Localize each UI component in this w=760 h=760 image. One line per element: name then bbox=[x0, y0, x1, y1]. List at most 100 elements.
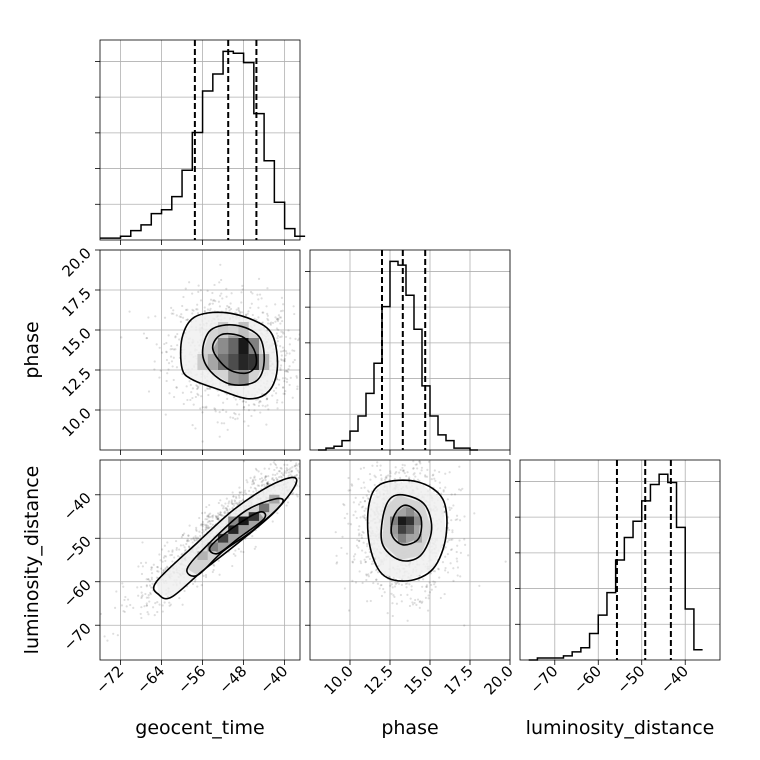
sample-point bbox=[366, 545, 369, 548]
sample-point bbox=[193, 538, 196, 541]
sample-point bbox=[120, 336, 123, 339]
sample-point bbox=[234, 398, 237, 401]
sample-point bbox=[185, 318, 188, 322]
sample-point bbox=[376, 582, 380, 585]
sample-point bbox=[230, 292, 233, 295]
sample-point bbox=[216, 421, 219, 424]
sample-point bbox=[154, 602, 157, 605]
sample-point bbox=[279, 475, 282, 478]
sample-point bbox=[441, 561, 445, 564]
sample-point bbox=[379, 469, 382, 472]
sample-point bbox=[274, 316, 277, 319]
sample-point bbox=[188, 380, 191, 383]
sample-point bbox=[206, 518, 209, 521]
sample-point bbox=[197, 290, 200, 293]
sample-point bbox=[225, 393, 229, 396]
sample-point bbox=[140, 585, 143, 589]
histogram-step bbox=[528, 473, 703, 661]
sample-point bbox=[241, 311, 244, 314]
sample-point bbox=[218, 435, 221, 438]
sample-point bbox=[458, 519, 462, 522]
sample-point bbox=[410, 585, 413, 588]
sample-point bbox=[264, 475, 267, 478]
sample-point bbox=[184, 287, 187, 290]
sample-point bbox=[204, 526, 208, 529]
sample-point bbox=[355, 544, 359, 547]
sample-point bbox=[232, 504, 236, 507]
sample-point bbox=[186, 318, 189, 321]
sample-point bbox=[204, 524, 208, 527]
sample-point bbox=[363, 514, 366, 517]
sample-point bbox=[271, 394, 274, 397]
sample-point bbox=[140, 596, 143, 600]
sample-point bbox=[420, 601, 423, 605]
sample-point bbox=[294, 464, 297, 467]
panel-frame bbox=[519, 459, 721, 661]
sample-point bbox=[147, 613, 150, 616]
sample-point bbox=[265, 475, 268, 478]
sample-point bbox=[358, 539, 361, 542]
sample-point bbox=[407, 477, 410, 480]
sample-point bbox=[352, 555, 356, 558]
sample-point bbox=[411, 603, 415, 606]
sample-point bbox=[242, 406, 245, 409]
sample-point bbox=[303, 464, 305, 466]
sample-point bbox=[185, 385, 188, 388]
sample-point bbox=[188, 281, 191, 284]
sample-point bbox=[361, 581, 364, 585]
sample-point bbox=[211, 570, 214, 574]
sample-point bbox=[277, 476, 281, 479]
sample-point bbox=[473, 512, 476, 515]
histogram-step bbox=[318, 260, 478, 451]
density-cell bbox=[248, 512, 259, 521]
sample-point bbox=[219, 511, 222, 514]
sample-point bbox=[139, 561, 143, 565]
sample-point bbox=[277, 314, 281, 317]
sample-point bbox=[225, 507, 228, 511]
sample-point bbox=[264, 405, 267, 408]
sample-point bbox=[365, 573, 368, 576]
sample-point bbox=[324, 453, 326, 455]
sample-point bbox=[281, 331, 285, 334]
y-tick-label: 20.0 bbox=[58, 244, 94, 280]
sample-point bbox=[438, 481, 441, 484]
x-tick-label: −40 bbox=[256, 662, 291, 697]
sample-point bbox=[444, 472, 447, 475]
sample-point bbox=[361, 515, 364, 518]
sample-point bbox=[164, 559, 167, 563]
sample-point bbox=[243, 420, 246, 423]
sample-point bbox=[171, 560, 174, 563]
sample-point bbox=[395, 471, 398, 474]
sample-point bbox=[448, 471, 451, 474]
sample-point bbox=[296, 464, 299, 467]
sample-point bbox=[229, 307, 233, 311]
sample-point bbox=[376, 464, 379, 467]
sample-point bbox=[296, 469, 299, 472]
density-cell bbox=[390, 516, 398, 526]
sample-point bbox=[266, 482, 269, 485]
sample-point bbox=[456, 518, 459, 521]
sample-point bbox=[216, 516, 219, 519]
sample-point bbox=[280, 354, 283, 357]
sample-point bbox=[361, 549, 364, 552]
sample-point bbox=[302, 489, 304, 491]
sample-point bbox=[392, 576, 395, 580]
sample-point bbox=[162, 556, 166, 559]
sample-point bbox=[232, 552, 235, 556]
sample-point bbox=[236, 403, 239, 406]
sample-point bbox=[392, 594, 395, 597]
sample-point bbox=[163, 342, 166, 346]
sample-point bbox=[178, 548, 181, 551]
x-tick-label: −56 bbox=[174, 662, 209, 697]
density-cell bbox=[207, 354, 218, 370]
sample-point bbox=[232, 396, 236, 399]
sample-point bbox=[393, 595, 396, 599]
sample-point bbox=[398, 471, 401, 474]
density-cell bbox=[248, 354, 259, 370]
sample-point bbox=[352, 514, 355, 517]
sample-point bbox=[212, 563, 215, 566]
y-tick-label: 12.5 bbox=[58, 364, 94, 400]
sample-point bbox=[191, 387, 195, 390]
sample-point bbox=[353, 558, 356, 561]
